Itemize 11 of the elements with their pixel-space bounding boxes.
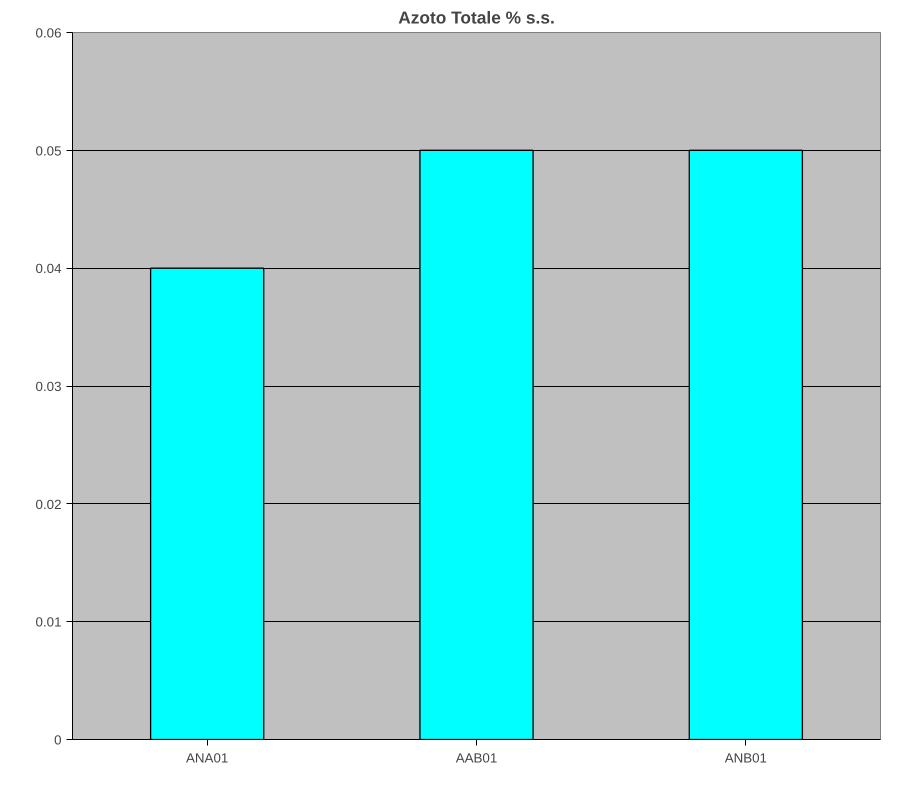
y-tick-label: 0.06 [36,26,62,40]
chart-title: Azoto Totale % s.s. [398,8,555,28]
y-tick-label: 0.02 [36,496,62,512]
y-tick-label: 0.01 [36,614,62,630]
x-tick-label: AAB01 [456,750,498,766]
y-tick-label: 0 [54,732,62,748]
y-tick-label: 0.05 [36,143,62,158]
x-tick-label: ANB01 [724,750,767,766]
y-tick-label: 0.03 [36,379,62,394]
y-tick-label: 0.04 [36,261,62,276]
x-tick-label: ANA01 [186,750,228,766]
